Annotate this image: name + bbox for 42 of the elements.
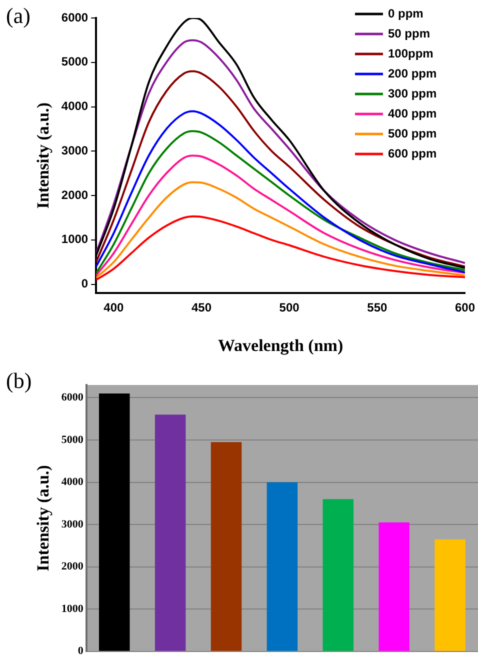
legend-label: 400 ppm xyxy=(388,106,437,120)
legend-label: 300 ppm xyxy=(388,86,437,100)
bar xyxy=(210,442,242,651)
legend-label: 50 ppm xyxy=(388,26,430,40)
line-series xyxy=(96,215,465,281)
legend-label: 500 ppm xyxy=(388,126,437,140)
x-tick-label: 500 xyxy=(279,300,300,315)
line-series xyxy=(96,181,465,279)
y-tick-label: 6000 xyxy=(61,10,88,24)
x-axis-title: Wavelength (nm) xyxy=(218,336,344,356)
text: (a) xyxy=(6,2,30,28)
y-tick-label: 6000 xyxy=(61,392,84,404)
bar xyxy=(378,522,410,651)
y-tick-label: 0 xyxy=(78,645,84,658)
x-tick-label: 400 xyxy=(104,300,124,315)
legend-label: 0 ppm xyxy=(388,6,424,20)
y-tick-label: 3000 xyxy=(61,518,84,530)
y-tick-label: 5000 xyxy=(61,434,84,446)
y-tick-label: 2000 xyxy=(61,188,88,202)
bar xyxy=(266,482,298,651)
y-tick-label: 5000 xyxy=(61,54,88,69)
bar xyxy=(154,414,186,651)
y-tick-label: 0 xyxy=(81,276,88,291)
y-tick-label: 1000 xyxy=(61,232,88,246)
y-tick-label: 2000 xyxy=(61,560,84,573)
legend-label: 600 ppm xyxy=(388,146,437,160)
y-tick-label: 4000 xyxy=(61,476,84,488)
y-tick-label: 3000 xyxy=(61,143,88,158)
bar xyxy=(434,539,466,651)
x-tick-label: 600 xyxy=(454,300,476,315)
y-tick-label: 1000 xyxy=(61,602,84,615)
line-series xyxy=(96,70,465,268)
y-axis-title: Intensity (a.u.) xyxy=(34,102,53,209)
legend-label: 100ppm xyxy=(388,46,434,60)
y-axis-title: Intensity (a.u.) xyxy=(34,465,53,572)
bar xyxy=(98,393,130,651)
x-tick-label: 450 xyxy=(191,300,212,315)
legend-label: 200 ppm xyxy=(388,66,437,80)
x-tick-label: 550 xyxy=(367,300,388,315)
bar xyxy=(322,499,354,651)
text: (b) xyxy=(6,368,32,393)
y-tick-label: 4000 xyxy=(61,99,88,114)
